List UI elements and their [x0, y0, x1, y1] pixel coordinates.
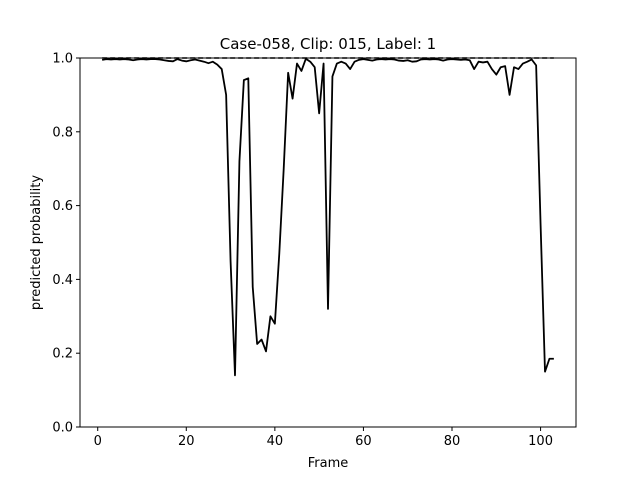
y-tick-label: 1.0	[52, 52, 73, 67]
x-axis-ticks: 0 20 40 60 80 100	[94, 427, 553, 449]
x-axis-label: Frame	[308, 456, 349, 471]
axes-frame	[79, 57, 577, 428]
x-tick-label: 40	[267, 434, 284, 449]
y-tick-label: 0.8	[52, 125, 73, 140]
y-tick-label: 0.6	[52, 199, 73, 214]
x-tick-label: 0	[94, 434, 102, 449]
x-tick-label: 20	[178, 434, 195, 449]
plot-area: 0 20 40 60 80 100 0.0 0.2 0.4 0.6 0.8 1.0	[52, 52, 577, 449]
y-tick-label: 0.0	[52, 421, 73, 436]
y-tick-label: 0.4	[52, 273, 73, 288]
x-tick-label: 80	[444, 434, 461, 449]
y-tick-label: 0.2	[52, 347, 73, 362]
x-tick-label: 60	[355, 434, 372, 449]
x-tick-label: 100	[528, 434, 553, 449]
series-line-0	[101, 57, 554, 377]
y-axis-ticks: 0.0 0.2 0.4 0.6 0.8 1.0	[52, 52, 80, 436]
y-axis-label: predicted probability	[29, 175, 44, 310]
chart-title: Case-058, Clip: 015, Label: 1	[220, 35, 436, 53]
